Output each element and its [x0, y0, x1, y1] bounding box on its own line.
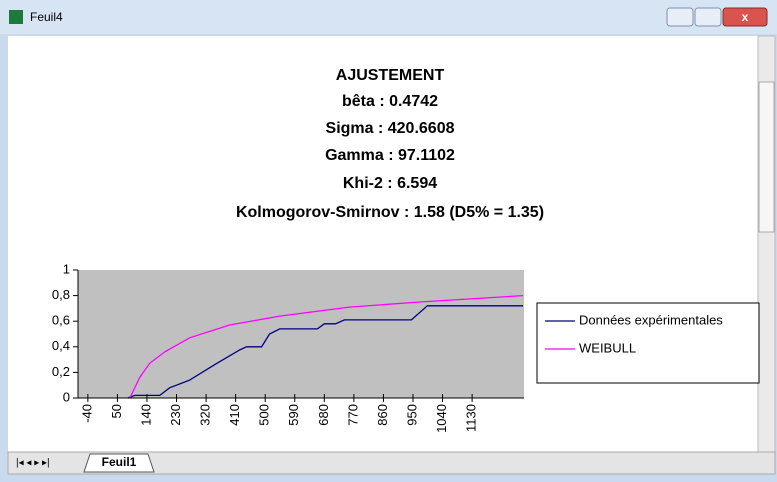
- chart-title-line: bêta : 0.4742: [342, 93, 438, 110]
- x-tick-label: 320: [198, 404, 213, 426]
- x-tick-label: 950: [404, 404, 419, 426]
- x-tick-label: 1130: [464, 404, 479, 432]
- chart-title-line: Kolmogorov-Smirnov : 1.58 (D5% = 1.35): [236, 204, 544, 221]
- legend-label: WEIBULL: [579, 340, 636, 355]
- excel-icon: [9, 10, 23, 24]
- series-line: [129, 294, 524, 399]
- y-tick-label: 0,2: [52, 364, 70, 379]
- title-bar: [0, 0, 777, 34]
- series-line: [127, 305, 523, 399]
- sheet-tab[interactable]: [83, 453, 155, 473]
- minimize-button[interactable]: [666, 7, 694, 27]
- y-tick-label: 0: [63, 389, 70, 404]
- x-tick-label: 140: [138, 404, 153, 426]
- chart-title-line: Sigma : 420.6608: [326, 120, 455, 137]
- sheet-tab-bar: [7, 451, 776, 475]
- x-tick-label: 50: [109, 404, 124, 418]
- y-tick-label: 1: [63, 261, 70, 276]
- window-title: Feuil4: [30, 10, 63, 24]
- plot-area: [78, 270, 524, 398]
- y-tick-label: 0,8: [52, 287, 70, 302]
- x-tick-label: 590: [286, 404, 301, 426]
- close-button[interactable]: [722, 7, 768, 27]
- tab-nav[interactable]: |◂ ◂ ▸ ▸|: [16, 458, 50, 469]
- x-tick-label: -40: [79, 404, 94, 423]
- x-tick-label: 860: [375, 404, 390, 426]
- chart: AJUSTEMENT bêta : 0.4742 Sigma : 420.6608 G…: [52, 67, 760, 433]
- x-tick-label: 500: [257, 404, 272, 426]
- chart-title-line: Khi-2 : 6.594: [343, 175, 437, 192]
- sheet-tab-label[interactable]: Feuil1: [102, 455, 137, 469]
- x-tick-label: 1040: [434, 404, 449, 433]
- x-tick-label: 770: [345, 404, 360, 426]
- chart-title-line: Gamma : 97.1102: [325, 147, 455, 164]
- legend-box: [536, 302, 760, 384]
- y-tick-label: 0,6: [52, 313, 70, 328]
- x-tick-label: 230: [168, 404, 183, 426]
- legend-label: Données expérimentales: [579, 312, 723, 327]
- y-tick-label: 0,4: [52, 338, 70, 353]
- maximize-button[interactable]: [694, 7, 722, 27]
- close-glyph: x: [742, 10, 749, 24]
- scroll-thumb[interactable]: [758, 81, 775, 233]
- chart-title-line: AJUSTEMENT: [336, 67, 445, 84]
- x-tick-label: 680: [316, 404, 331, 426]
- x-tick-label: 410: [227, 404, 242, 426]
